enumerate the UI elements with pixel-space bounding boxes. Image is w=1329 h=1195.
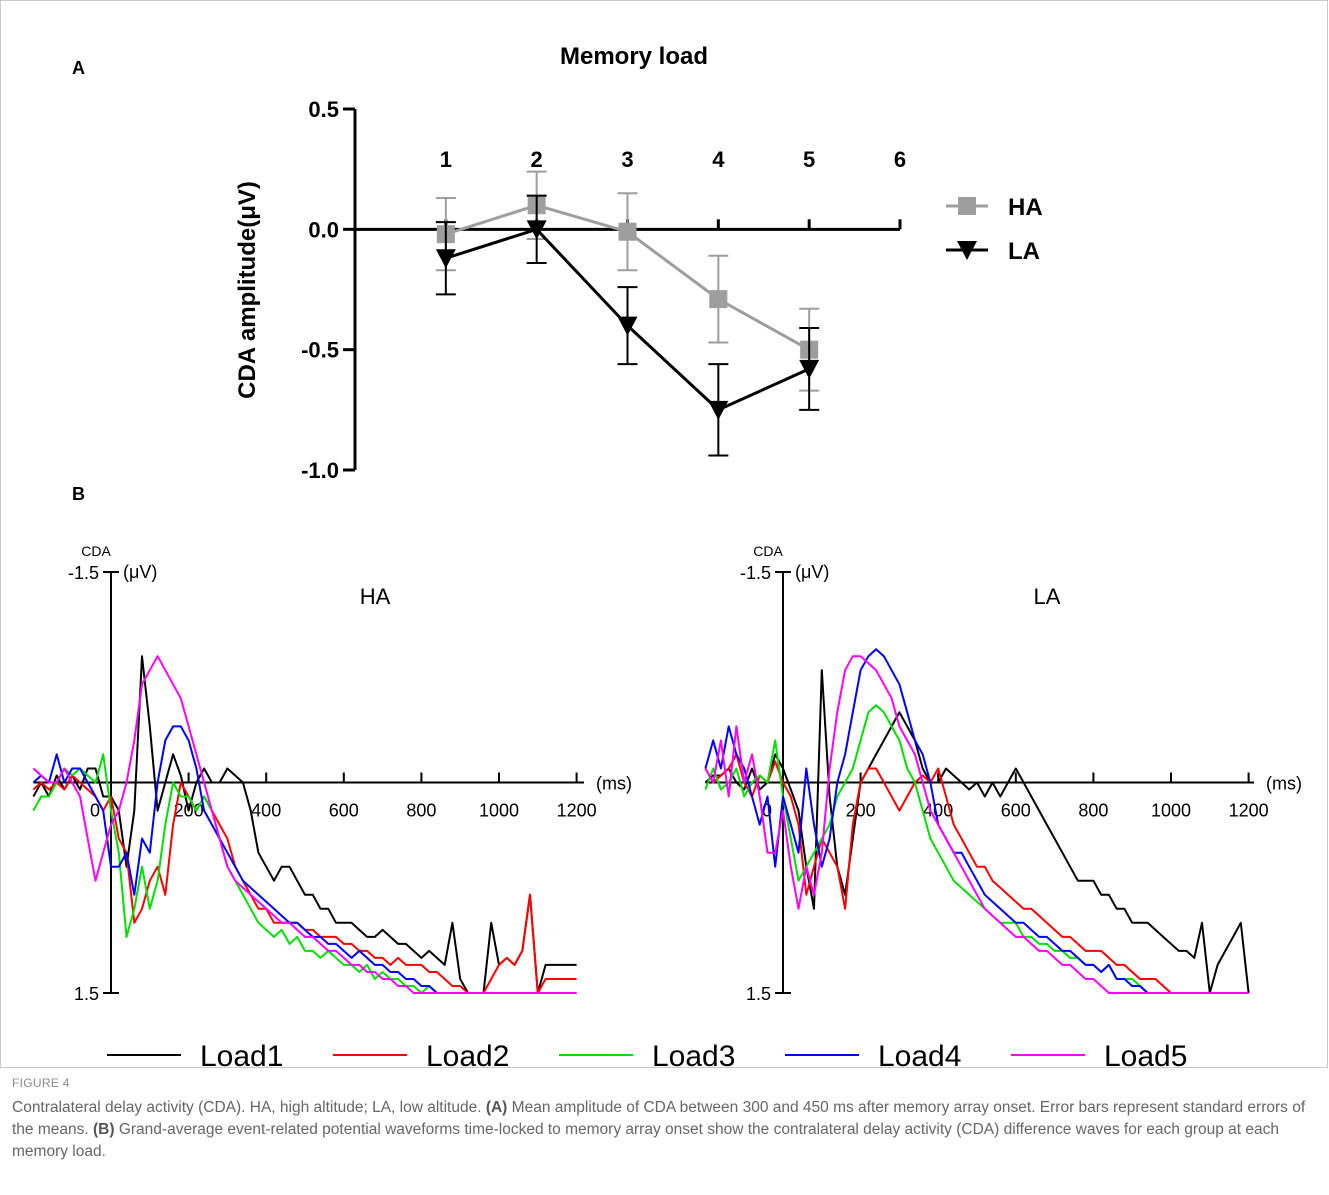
- chart-a-x-tick-label: 6: [894, 147, 906, 172]
- caption-tag-a: (A): [485, 1099, 508, 1116]
- chart-b2-y-tick-label: -1.5: [740, 563, 771, 583]
- panel-b-la-chart: CDA (μV) LA -1.5 1.5 0 200 400 600 800 1000 1200 (ms…: [704, 543, 1302, 1004]
- chart-a-legend-label: HA: [1008, 194, 1043, 221]
- chart-b1-y-tick-label: 1.5: [74, 984, 99, 1004]
- chart-b1-x-tick-label: 0: [90, 801, 100, 821]
- chart-b2-wave-load3: [704, 704, 1249, 994]
- chart-b1-wave-load4: [32, 725, 577, 994]
- chart-b2-x-tick-label: 200: [846, 801, 876, 821]
- chart-b1-x-tick-label: 1200: [557, 801, 597, 821]
- chart-b1-x-tick-label: 1000: [479, 801, 519, 821]
- chart-b2-x-tick-label: 0: [762, 801, 772, 821]
- chart-b2-y-unit: (μV): [795, 562, 829, 582]
- chart-b2-x-tick-label: 1200: [1229, 801, 1269, 821]
- legend-b-label: Load3: [652, 1040, 735, 1068]
- chart-b2-y-unit-label: CDA: [753, 543, 783, 559]
- chart-b1-y-tick-label: -1.5: [68, 563, 99, 583]
- chart-b1-y-unit-label: CDA: [81, 543, 111, 559]
- caption-part-2: Mean amplitude of CDA between 300 and 45…: [12, 1099, 1306, 1138]
- caption-part-3: Grand-average event-related potential wa…: [12, 1121, 1280, 1160]
- chart-a-y-tick-label: -0.5: [301, 338, 339, 363]
- caption-part-1: Contralateral delay activity (CDA). HA, …: [12, 1099, 486, 1116]
- chart-a-y-axis-label: CDA amplitude(μV): [234, 181, 261, 399]
- chart-a-point-la: [799, 359, 820, 379]
- panel-b-legend: Load1 Load2 Load3 Load4 Load5: [107, 1040, 1187, 1068]
- chart-b1-x-tick-label: 600: [329, 801, 359, 821]
- chart-a-y-tick-label: 0.5: [308, 97, 339, 122]
- chart-a-x-tick-label: 4: [712, 147, 725, 172]
- chart-b2-wave-load5: [704, 655, 1249, 994]
- chart-a-title: Memory load: [560, 43, 708, 70]
- legend-b-label: Load5: [1104, 1040, 1187, 1068]
- chart-b2-title: LA: [1034, 584, 1061, 609]
- legend-b-label: Load4: [878, 1040, 961, 1068]
- chart-a-point-la: [435, 249, 456, 269]
- panel-a-label: A: [72, 58, 85, 78]
- chart-b1-x-unit: (ms): [596, 774, 632, 794]
- chart-b2-x-tick-label: 400: [923, 801, 953, 821]
- legend-b-label: Load1: [200, 1040, 283, 1068]
- caption-tag-b: (B): [93, 1121, 115, 1138]
- caption-block: FIGURE 4 Contralateral delay activity (C…: [12, 1076, 1317, 1163]
- panel-a-chart: Memory load CDA amplitude(μV) 0.5 0.0 -0.5 -1…: [234, 43, 1043, 483]
- chart-a-point-la: [617, 316, 638, 336]
- chart-b1-x-tick-label: 800: [406, 801, 436, 821]
- chart-b1-y-unit: (μV): [123, 562, 157, 582]
- legend-b-label: Load2: [426, 1040, 509, 1068]
- figure-caption: Contralateral delay activity (CDA). HA, …: [12, 1097, 1317, 1163]
- figure-label: FIGURE 4: [12, 1076, 70, 1090]
- chart-a-point-la: [708, 400, 729, 420]
- chart-b1-wave-load3: [32, 753, 577, 994]
- chart-b1-wave-load5: [32, 655, 577, 994]
- chart-b1-title: HA: [360, 584, 391, 609]
- figure-frame: [0, 0, 1328, 1068]
- chart-b2-x-tick-label: 600: [1001, 801, 1031, 821]
- chart-a-x-tick-label: 3: [621, 147, 633, 172]
- chart-a-x-tick-label: 2: [531, 147, 543, 172]
- chart-b2-x-unit: (ms): [1266, 774, 1302, 794]
- chart-b1-wave-load1: [32, 655, 577, 994]
- chart-a-point-ha: [618, 222, 637, 241]
- chart-b2-wave-load2: [704, 753, 1249, 994]
- chart-a-legend-marker: [958, 197, 976, 215]
- chart-a-point-la: [526, 220, 547, 240]
- chart-b2-x-tick-label: 800: [1078, 801, 1108, 821]
- chart-a-y-tick-label: -1.0: [301, 458, 339, 483]
- chart-a-legend-label: LA: [1008, 238, 1040, 265]
- chart-b2-x-tick-label: 1000: [1151, 801, 1191, 821]
- chart-a-point-ha: [709, 290, 728, 309]
- chart-b1-x-tick-label: 400: [251, 801, 281, 821]
- chart-a-x-tick-label: 1: [440, 147, 452, 172]
- panel-b-label: B: [72, 484, 85, 504]
- chart-a-legend-marker: [957, 241, 977, 260]
- chart-b2-wave-load1: [704, 669, 1250, 994]
- figure-canvas: A B Memory load CDA amplitude(μV) 0.5 0.0 -0…: [32, 43, 1302, 1068]
- panel-b-ha-chart: CDA(μV)HA-1.51.50 200 400 600 800 1000 1200(ms…: [32, 543, 632, 1004]
- chart-b2-y-tick-label: 1.5: [746, 984, 771, 1004]
- chart-a-x-tick-label: 5: [803, 147, 815, 172]
- chart-a-y-tick-label: 0.0: [308, 217, 339, 242]
